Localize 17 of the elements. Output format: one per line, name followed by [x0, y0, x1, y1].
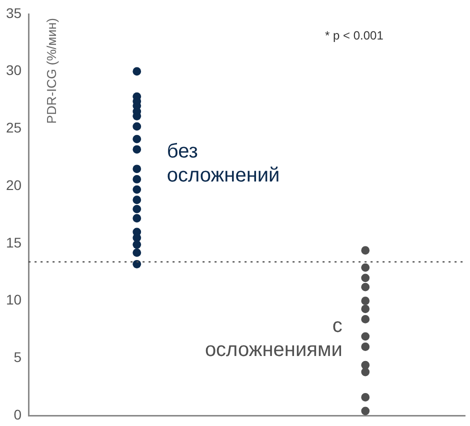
point	[132, 204, 142, 214]
point	[132, 248, 142, 257]
y-tick-label: 10	[6, 292, 22, 308]
y-tick-label: 15	[6, 234, 22, 250]
y-tick-label: 20	[6, 176, 22, 193]
annotation: без осложнений	[166, 140, 280, 186]
y-tick-label: 30	[6, 62, 22, 78]
annotation: * p < 0.001	[325, 28, 384, 42]
y-tick-label: 35	[6, 4, 22, 21]
y-tick-label: 25	[6, 120, 22, 136]
point	[132, 214, 142, 222]
annotation: с осложнениями	[204, 314, 342, 361]
y-tick-label: 0	[14, 406, 22, 422]
point	[132, 240, 142, 249]
y-tick-label: 5	[14, 349, 22, 366]
point	[132, 260, 142, 268]
y-axis-title: PDR-ICG (%/мин)	[44, 18, 60, 124]
